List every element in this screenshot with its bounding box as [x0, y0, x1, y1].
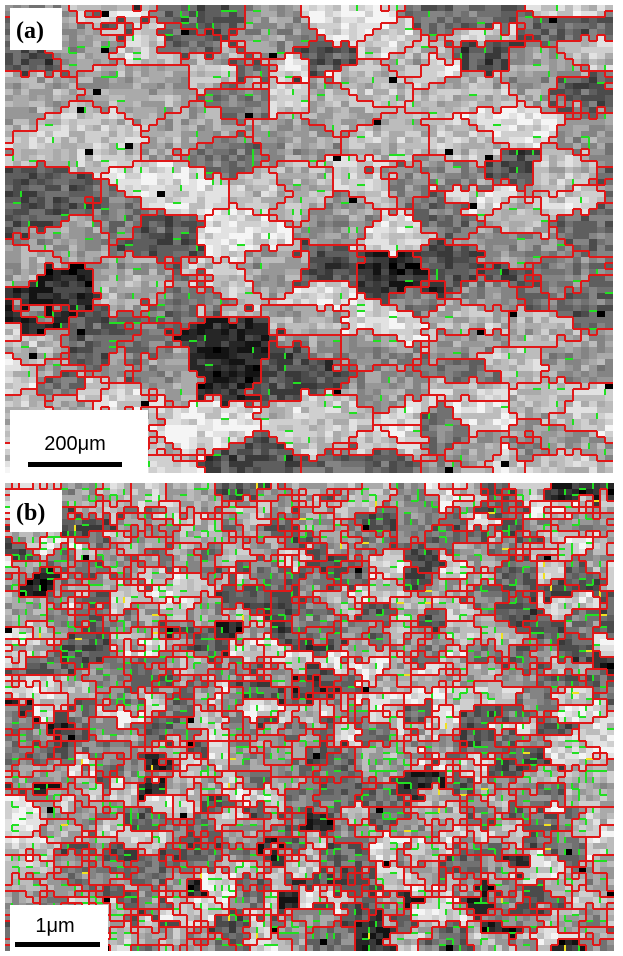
- panel-label: (a): [16, 18, 44, 44]
- figure: (a) 200μm (b) 1μm: [0, 0, 623, 956]
- panel-label: (b): [16, 500, 45, 526]
- ebsd-map-b: [5, 483, 614, 951]
- page: (a) 200μm (b) 1μm (() => { const data = …: [0, 0, 623, 956]
- scale-bar-label: 1μm: [35, 915, 74, 937]
- ebsd-map-a: [5, 5, 613, 473]
- scale-bar-label: 200μm: [44, 433, 106, 455]
- scale-bar: [15, 942, 100, 947]
- scale-bar: [28, 462, 122, 467]
